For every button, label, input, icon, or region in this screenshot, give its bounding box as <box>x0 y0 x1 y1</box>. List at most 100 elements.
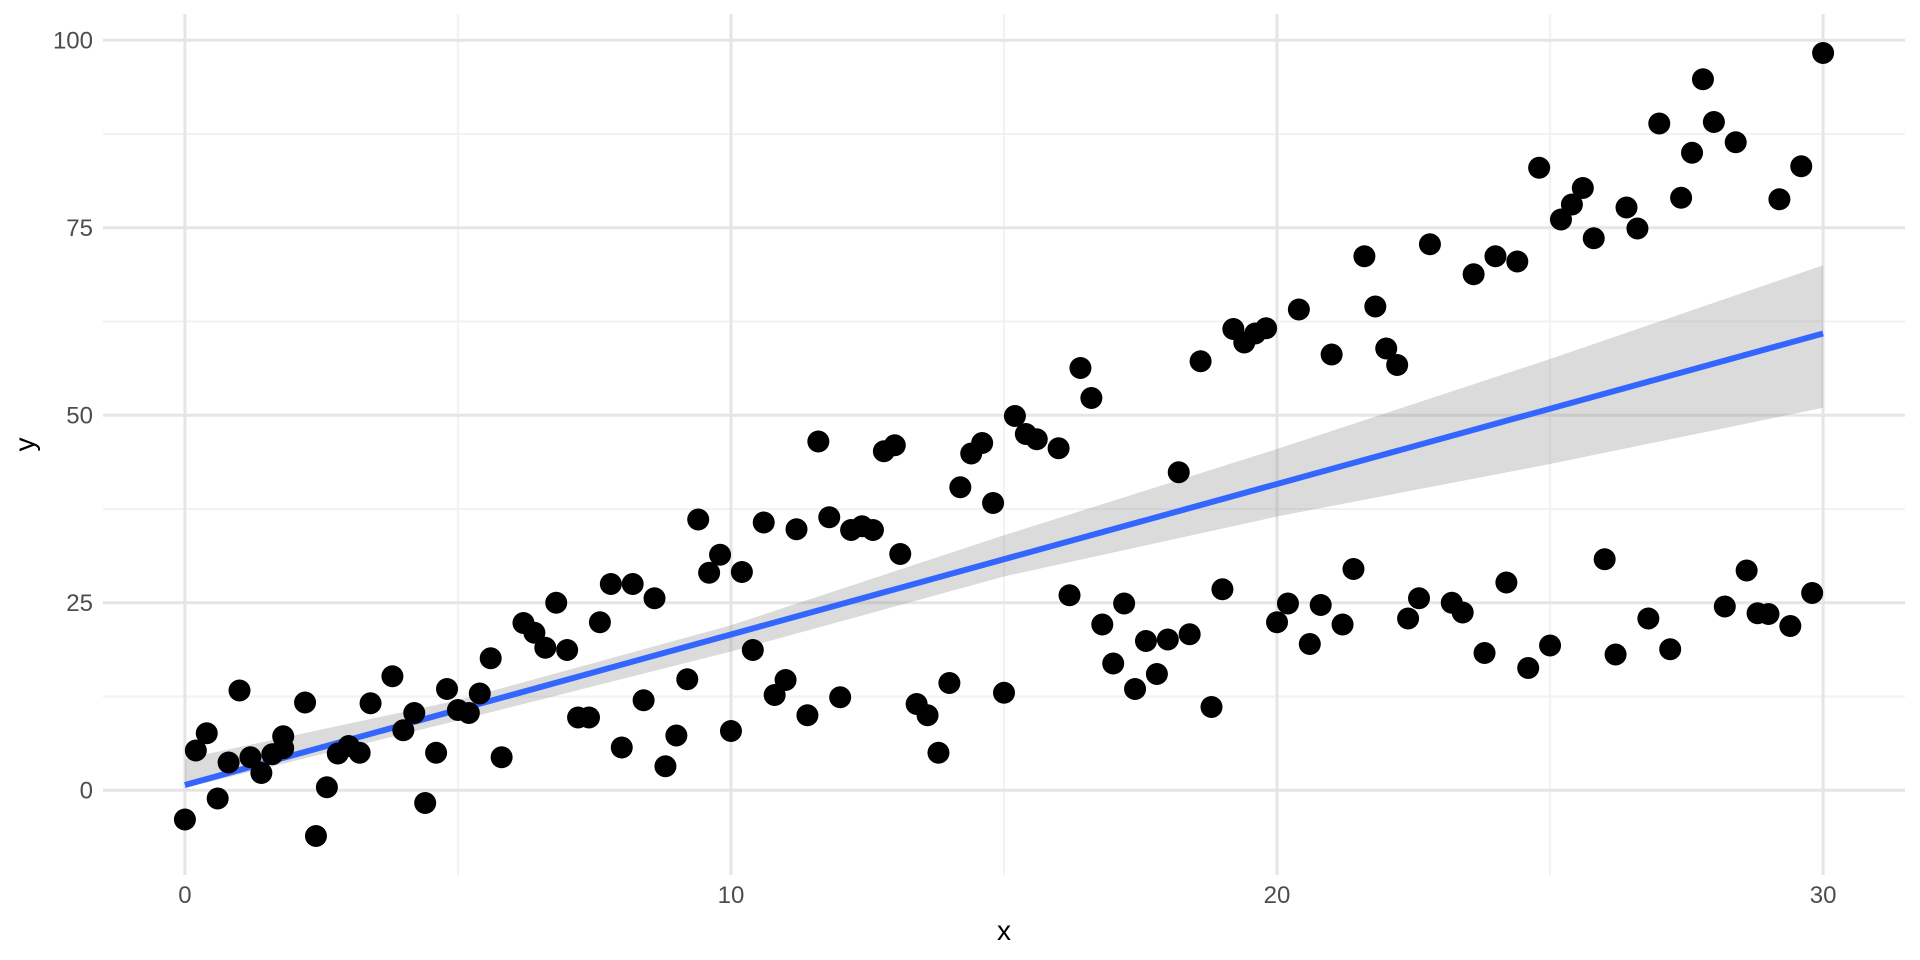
data-point <box>719 720 742 742</box>
data-point <box>687 508 710 531</box>
data-point <box>490 746 513 769</box>
data-point <box>949 476 972 499</box>
data-point <box>807 430 830 453</box>
data-point <box>1047 437 1070 460</box>
data-point <box>1255 317 1278 340</box>
data-point <box>774 669 797 691</box>
data-point <box>228 679 251 702</box>
data-point <box>1156 628 1179 651</box>
data-point <box>1517 657 1540 679</box>
x-axis-title: x <box>997 915 1011 946</box>
x-tick-label: 10 <box>718 882 745 909</box>
data-point <box>195 722 218 745</box>
data-point <box>1113 592 1136 615</box>
data-point <box>1178 623 1201 646</box>
data-point <box>392 719 415 742</box>
y-tick-label: 0 <box>80 777 93 804</box>
data-point <box>381 665 404 688</box>
data-point <box>1506 250 1529 273</box>
data-point <box>632 689 655 712</box>
data-point <box>665 724 688 747</box>
data-point <box>1342 558 1365 580</box>
data-point <box>304 825 327 847</box>
data-point <box>1582 227 1605 250</box>
data-point <box>1418 233 1441 256</box>
data-point <box>599 573 622 595</box>
data-point <box>588 611 611 634</box>
data-point <box>206 787 229 810</box>
data-point <box>1331 613 1354 636</box>
data-point <box>1812 42 1835 64</box>
data-point <box>577 706 600 729</box>
data-point <box>359 692 382 715</box>
data-point <box>1648 112 1671 135</box>
data-point <box>1713 595 1736 618</box>
data-point <box>1571 177 1594 199</box>
y-tick-label: 50 <box>66 402 93 429</box>
data-point <box>1790 155 1813 178</box>
data-point <box>610 736 633 759</box>
data-point <box>971 432 994 454</box>
data-point <box>1451 601 1474 624</box>
data-point <box>1462 263 1485 286</box>
data-point <box>1102 652 1125 675</box>
data-point <box>1724 131 1747 154</box>
data-point <box>1670 186 1693 209</box>
data-point <box>545 591 568 614</box>
y-tick-label: 25 <box>66 590 93 617</box>
data-point <box>1604 643 1627 666</box>
data-point <box>1495 571 1518 594</box>
data-point <box>457 702 480 724</box>
data-point <box>1484 245 1507 268</box>
data-point <box>741 639 764 661</box>
data-point <box>1757 603 1780 625</box>
data-point <box>829 686 852 709</box>
x-tick-label: 0 <box>178 882 191 909</box>
data-point <box>730 561 753 583</box>
data-point <box>1801 582 1824 604</box>
data-point <box>1091 613 1114 636</box>
data-point <box>1025 428 1048 451</box>
data-point <box>1593 548 1616 571</box>
data-point <box>1637 607 1660 630</box>
data-point <box>785 518 808 541</box>
x-tick-label: 20 <box>1264 882 1291 909</box>
data-point <box>315 776 338 799</box>
data-point <box>1124 678 1147 700</box>
data-point <box>1702 111 1725 133</box>
data-point <box>1560 193 1583 216</box>
data-point <box>1353 245 1376 268</box>
data-point <box>993 681 1015 704</box>
data-point <box>676 668 699 691</box>
data-point <box>643 587 666 610</box>
data-point <box>479 647 502 670</box>
data-point <box>927 741 950 764</box>
data-point <box>1364 295 1387 318</box>
data-point <box>1200 696 1223 718</box>
data-point <box>425 741 448 764</box>
data-point <box>1134 630 1157 652</box>
data-point <box>982 492 1005 514</box>
data-point <box>173 808 196 831</box>
data-point <box>709 543 732 566</box>
data-point <box>348 741 371 764</box>
data-point <box>239 746 262 769</box>
data-point <box>534 636 557 659</box>
data-point <box>1069 357 1092 379</box>
data-point <box>403 702 426 724</box>
data-point <box>752 511 775 534</box>
data-point <box>1309 594 1332 616</box>
data-point <box>654 755 677 778</box>
y-axis-title: y <box>9 438 40 452</box>
data-point <box>883 434 906 457</box>
data-point <box>1167 461 1190 484</box>
x-tick-label: 30 <box>1810 882 1837 909</box>
data-point <box>1691 68 1714 91</box>
data-point <box>184 739 207 762</box>
data-point <box>1735 559 1758 582</box>
data-point <box>796 704 819 727</box>
data-point <box>217 751 240 774</box>
data-point <box>1397 607 1420 630</box>
